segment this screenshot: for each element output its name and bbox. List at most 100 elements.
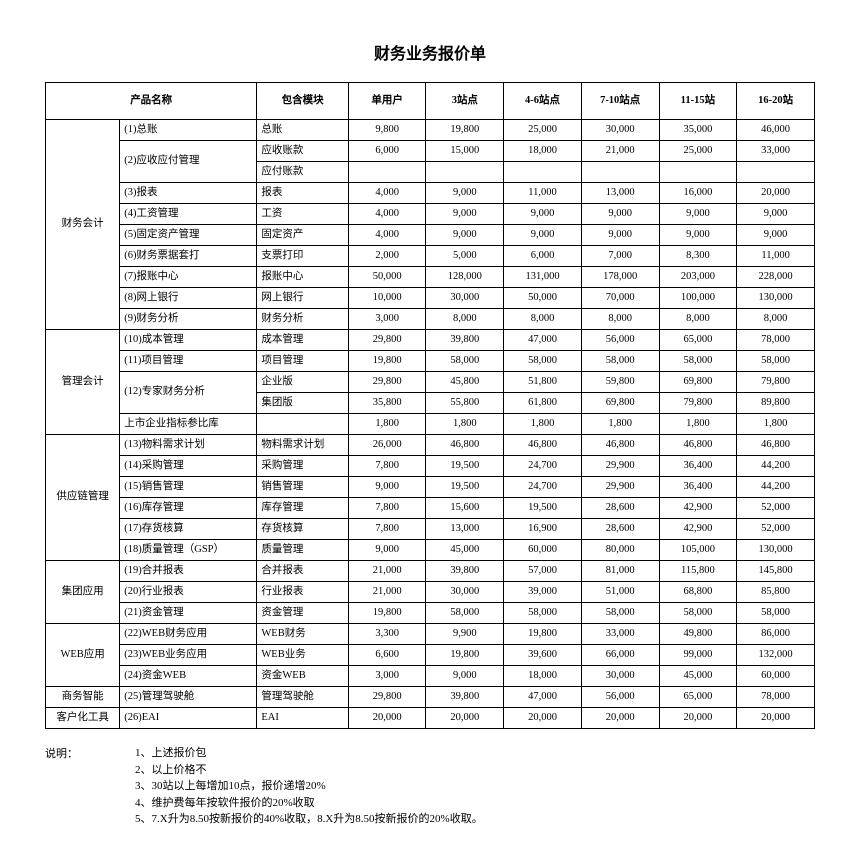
price-cell: 51,000 [581, 582, 659, 603]
price-cell: 8,300 [659, 246, 737, 267]
price-cell: 56,000 [581, 687, 659, 708]
price-cell: 30,000 [581, 666, 659, 687]
category-cell: 供应链管理 [46, 435, 120, 561]
price-cell: 128,000 [426, 267, 504, 288]
price-cell: 9,000 [659, 225, 737, 246]
price-cell: 58,000 [504, 603, 582, 624]
product-cell: 上市企业指标参比库 [120, 414, 257, 435]
note-line: 2、以上价格不 [135, 762, 815, 779]
price-cell: 6,000 [504, 246, 582, 267]
price-cell: 8,000 [659, 309, 737, 330]
price-cell: 16,900 [504, 519, 582, 540]
price-cell: 79,800 [737, 372, 815, 393]
table-row: (9)财务分析财务分析3,0008,0008,0008,0008,0008,00… [46, 309, 815, 330]
module-cell: 资金管理 [257, 603, 348, 624]
table-row: WEB应用(22)WEB财务应用WEB财务3,3009,90019,80033,… [46, 624, 815, 645]
module-cell: 报账中心 [257, 267, 348, 288]
module-cell: 工资 [257, 204, 348, 225]
price-table: 产品名称 包含模块 单用户 3站点 4-6站点 7-10站点 11-15站 16… [45, 82, 815, 729]
module-cell: 存货核算 [257, 519, 348, 540]
price-cell: 10,000 [348, 288, 426, 309]
price-cell: 42,900 [659, 498, 737, 519]
category-cell: 商务智能 [46, 687, 120, 708]
product-cell: (17)存货核算 [120, 519, 257, 540]
price-cell: 16,000 [659, 183, 737, 204]
price-cell: 6,600 [348, 645, 426, 666]
table-row: (23)WEB业务应用WEB业务6,60019,80039,60066,0009… [46, 645, 815, 666]
price-cell: 56,000 [581, 330, 659, 351]
price-cell: 9,900 [426, 624, 504, 645]
price-cell: 19,800 [504, 624, 582, 645]
product-cell: (4)工资管理 [120, 204, 257, 225]
product-cell: (3)报表 [120, 183, 257, 204]
price-cell: 80,000 [581, 540, 659, 561]
product-cell: (19)合并报表 [120, 561, 257, 582]
notes-label: 说明： [45, 745, 135, 828]
price-cell: 47,000 [504, 687, 582, 708]
module-cell: 采购管理 [257, 456, 348, 477]
price-cell: 30,000 [426, 582, 504, 603]
col-module: 包含模块 [257, 83, 348, 120]
price-cell: 58,000 [659, 351, 737, 372]
price-cell: 115,800 [659, 561, 737, 582]
price-cell: 178,000 [581, 267, 659, 288]
price-cell: 105,000 [659, 540, 737, 561]
price-cell: 29,800 [348, 687, 426, 708]
product-cell: (5)固定资产管理 [120, 225, 257, 246]
price-cell: 36,400 [659, 477, 737, 498]
price-cell: 9,000 [581, 204, 659, 225]
price-cell: 25,000 [659, 141, 737, 162]
category-cell: 集团应用 [46, 561, 120, 624]
price-cell: 45,000 [426, 540, 504, 561]
price-cell: 45,800 [426, 372, 504, 393]
product-cell: (23)WEB业务应用 [120, 645, 257, 666]
price-cell: 21,000 [348, 561, 426, 582]
price-cell: 2,000 [348, 246, 426, 267]
price-cell: 55,800 [426, 393, 504, 414]
price-cell: 1,800 [348, 414, 426, 435]
price-cell: 8,000 [426, 309, 504, 330]
price-cell: 145,800 [737, 561, 815, 582]
product-cell: (11)项目管理 [120, 351, 257, 372]
price-cell: 70,000 [581, 288, 659, 309]
price-cell: 86,000 [737, 624, 815, 645]
price-cell: 60,000 [737, 666, 815, 687]
price-cell: 33,000 [581, 624, 659, 645]
price-cell: 8,000 [737, 309, 815, 330]
table-row: 客户化工具(26)EAIEAI20,00020,00020,00020,0002… [46, 708, 815, 729]
module-cell: 行业报表 [257, 582, 348, 603]
price-cell: 9,000 [426, 183, 504, 204]
module-cell: 固定资产 [257, 225, 348, 246]
col-p2: 4-6站点 [504, 83, 582, 120]
price-cell: 42,900 [659, 519, 737, 540]
product-cell: (7)报账中心 [120, 267, 257, 288]
product-cell: (1)总账 [120, 120, 257, 141]
price-cell: 3,000 [348, 309, 426, 330]
product-cell: (14)采购管理 [120, 456, 257, 477]
price-cell: 20,000 [504, 708, 582, 729]
price-cell: 8,000 [581, 309, 659, 330]
module-cell: 项目管理 [257, 351, 348, 372]
price-cell: 78,000 [737, 687, 815, 708]
table-row: (3)报表报表4,0009,00011,00013,00016,00020,00… [46, 183, 815, 204]
price-cell: 5,000 [426, 246, 504, 267]
price-cell: 9,000 [426, 666, 504, 687]
price-cell: 99,000 [659, 645, 737, 666]
table-row: 财务会计(1)总账总账9,80019,80025,00030,00035,000… [46, 120, 815, 141]
price-cell: 50,000 [348, 267, 426, 288]
price-cell: 78,000 [737, 330, 815, 351]
notes: 说明： 1、上述报价包2、以上价格不3、30站以上每增加10点，报价递增20%4… [45, 745, 815, 828]
col-p0: 单用户 [348, 83, 426, 120]
price-cell: 15,600 [426, 498, 504, 519]
table-row: (24)资金WEB资金WEB3,0009,00018,00030,00045,0… [46, 666, 815, 687]
price-cell: 3,000 [348, 666, 426, 687]
col-p4: 11-15站 [659, 83, 737, 120]
price-cell: 21,000 [581, 141, 659, 162]
price-cell: 7,800 [348, 456, 426, 477]
price-cell: 15,000 [426, 141, 504, 162]
price-cell: 66,000 [581, 645, 659, 666]
price-cell: 18,000 [504, 666, 582, 687]
price-cell: 13,000 [581, 183, 659, 204]
price-cell: 7,800 [348, 519, 426, 540]
module-cell: 网上银行 [257, 288, 348, 309]
